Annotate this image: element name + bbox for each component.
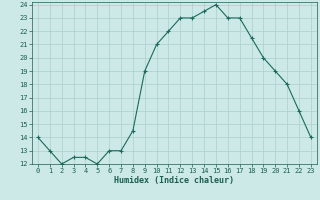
X-axis label: Humidex (Indice chaleur): Humidex (Indice chaleur): [115, 176, 234, 185]
